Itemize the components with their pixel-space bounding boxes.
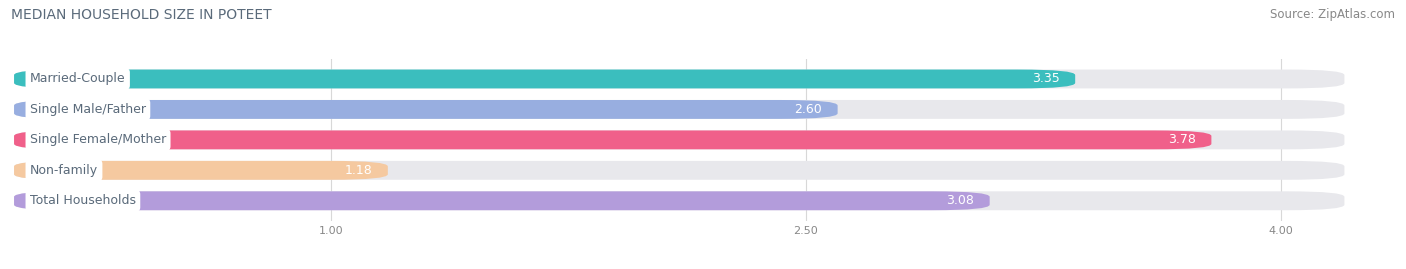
Text: 2.60: 2.60 [794, 103, 821, 116]
FancyBboxPatch shape [14, 100, 1344, 119]
Text: Total Households: Total Households [30, 194, 136, 207]
Text: Single Female/Mother: Single Female/Mother [30, 133, 166, 146]
FancyBboxPatch shape [14, 161, 1344, 180]
Text: 3.08: 3.08 [946, 194, 974, 207]
FancyBboxPatch shape [14, 191, 1344, 210]
FancyBboxPatch shape [14, 69, 1076, 89]
Text: Single Male/Father: Single Male/Father [30, 103, 146, 116]
Text: Non-family: Non-family [30, 164, 98, 177]
FancyBboxPatch shape [14, 130, 1212, 149]
FancyBboxPatch shape [14, 191, 990, 210]
Text: 3.35: 3.35 [1032, 72, 1059, 86]
FancyBboxPatch shape [14, 69, 1344, 89]
Text: MEDIAN HOUSEHOLD SIZE IN POTEET: MEDIAN HOUSEHOLD SIZE IN POTEET [11, 8, 271, 22]
Text: Married-Couple: Married-Couple [30, 72, 125, 86]
FancyBboxPatch shape [14, 161, 388, 180]
Text: 3.78: 3.78 [1167, 133, 1195, 146]
Text: 1.18: 1.18 [344, 164, 373, 177]
FancyBboxPatch shape [14, 100, 838, 119]
FancyBboxPatch shape [14, 130, 1344, 149]
Text: Source: ZipAtlas.com: Source: ZipAtlas.com [1270, 8, 1395, 21]
